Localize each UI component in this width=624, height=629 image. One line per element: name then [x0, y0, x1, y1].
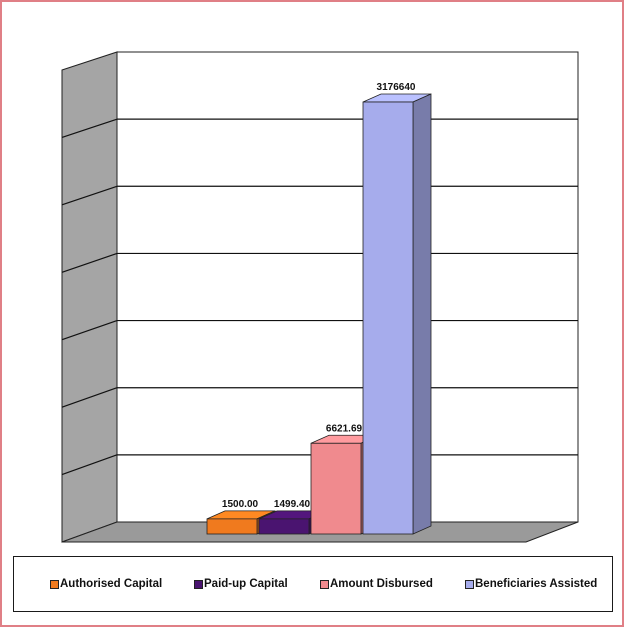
bar-beneficiaries-assisted	[362, 93, 432, 535]
legend-swatch-authorised-capital	[50, 579, 59, 589]
bar-front-face	[206, 518, 258, 535]
data-label-paid-up-capital: 1499.40	[274, 499, 311, 510]
side-gridline	[61, 252, 118, 273]
bar-front-face	[258, 518, 310, 535]
legend-swatch-amount-disbursed	[320, 579, 329, 589]
data-label-beneficiaries-assisted: 3176640	[377, 82, 416, 93]
bars	[206, 93, 432, 535]
data-label-authorised-capital: 1500.00	[222, 499, 259, 510]
legend-label-authorised-capital: Authorised Capital	[60, 578, 163, 590]
bar-front-face	[310, 442, 362, 535]
legend-item-paid-up-capital: Paid-up Capital	[194, 578, 288, 590]
side-gridline	[61, 387, 118, 408]
data-labels: 1500.00 1499.40 6621.69 3176640	[222, 82, 416, 510]
bar-front-face	[362, 101, 414, 535]
legend-label-paid-up-capital: Paid-up Capital	[204, 578, 288, 590]
legend-swatch-beneficiaries-assisted	[465, 579, 474, 589]
legend-item-amount-disbursed: Amount Disbursed	[320, 578, 433, 590]
data-label-amount-disbursed: 6621.69	[326, 423, 363, 434]
side-gridline	[61, 454, 118, 476]
legend-label-beneficiaries-assisted: Beneficiaries Assisted	[475, 578, 598, 590]
side-gridline	[61, 185, 118, 206]
side-gridline	[61, 118, 118, 138]
bar-side-face	[412, 93, 432, 535]
legend-swatch-paid-up-capital	[194, 579, 203, 589]
legend-label-amount-disbursed: Amount Disbursed	[330, 578, 433, 590]
legend-item-beneficiaries-assisted: Beneficiaries Assisted	[465, 578, 597, 590]
side-gridline	[61, 320, 118, 341]
legend: Authorised Capital Paid-up Capital Amoun…	[13, 556, 613, 612]
legend-item-authorised-capital: Authorised Capital	[50, 578, 162, 590]
side-wall	[61, 51, 118, 543]
